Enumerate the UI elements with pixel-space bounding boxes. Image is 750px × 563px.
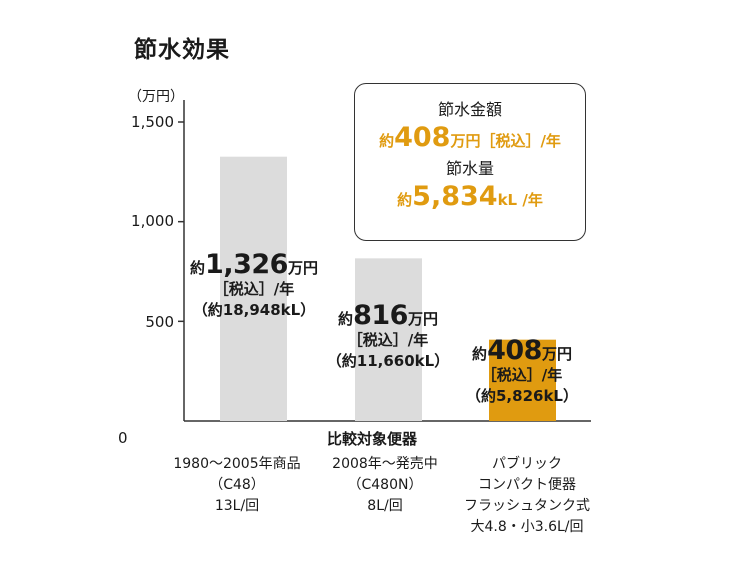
data-label-unit: 万円 bbox=[407, 310, 438, 328]
data-label-value: 816 bbox=[353, 300, 408, 331]
data-label-tax: ［税込］/年 bbox=[481, 366, 563, 384]
savings-amount-number: 408 bbox=[394, 122, 451, 153]
savings-amount-label: 節水金額 bbox=[437, 100, 502, 119]
savings-amount-prefix: 約 bbox=[379, 132, 395, 150]
savings-amount-value: 約408万円［税込］/年 bbox=[355, 122, 585, 153]
data-label-volume: （約18,948kL） bbox=[192, 301, 316, 319]
category-line: 大4.8・小3.6L/回 bbox=[470, 519, 584, 535]
data-label-value: 408 bbox=[487, 335, 542, 366]
data-label-prefix: 約 bbox=[338, 310, 354, 328]
bar-3 bbox=[489, 339, 556, 421]
savings-volume-value: 約5,834kL /年 bbox=[355, 181, 585, 212]
bar-1 bbox=[220, 156, 287, 421]
data-label-volume: （約5,826kL） bbox=[466, 387, 578, 405]
data-label-2: 約816万円 ［税込］/年 （約11,660kL） bbox=[322, 302, 454, 372]
data-label-tax: ［税込］/年 bbox=[213, 280, 295, 298]
category-line: 13L/回 bbox=[214, 498, 260, 514]
category-label-1: 1980～2005年商品 （C48） 13L/回 bbox=[171, 454, 303, 517]
category-label-2: 2008年～発売中 （C480N） 8L/回 bbox=[319, 454, 451, 517]
category-line: コンパクト便器 bbox=[478, 477, 576, 493]
category-line: 8L/回 bbox=[367, 498, 403, 514]
category-line: （C480N） bbox=[347, 477, 423, 493]
data-label-unit: 万円 bbox=[287, 259, 318, 277]
savings-summary-box: 節水金額 約408万円［税込］/年 節水量 約5,834kL /年 bbox=[354, 83, 586, 241]
data-label-1: 約1,326万円 ［税込］/年 （約18,948kL） bbox=[188, 251, 320, 321]
data-label-volume: （約11,660kL） bbox=[326, 352, 450, 370]
data-label-prefix: 約 bbox=[472, 345, 488, 363]
bar-2 bbox=[355, 258, 422, 421]
category-line: 1980～2005年商品 bbox=[173, 456, 301, 472]
y-axis-unit: （万円） bbox=[128, 89, 184, 105]
savings-amount-unit: 万円［税込］/年 bbox=[450, 132, 561, 150]
data-label-prefix: 約 bbox=[190, 259, 206, 277]
data-label-3: 約408万円 ［税込］/年 （約5,826kL） bbox=[456, 337, 588, 407]
savings-volume-label: 節水量 bbox=[445, 159, 494, 178]
data-label-unit: 万円 bbox=[541, 345, 572, 363]
category-line: （C48） bbox=[209, 477, 265, 493]
y-tick-label: 1,500 bbox=[131, 113, 174, 131]
chart-title: 節水効果 bbox=[134, 37, 230, 63]
savings-volume-prefix: 約 bbox=[397, 191, 413, 209]
data-label-value: 1,326 bbox=[205, 249, 288, 280]
category-line: パブリック bbox=[492, 456, 562, 472]
data-label-tax: ［税込］/年 bbox=[347, 331, 429, 349]
y-tick-label: 0 bbox=[118, 429, 128, 447]
y-tick-label: 500 bbox=[145, 313, 174, 331]
category-line: 2008年～発売中 bbox=[332, 456, 438, 472]
y-tick-label: 1,000 bbox=[131, 212, 174, 230]
category-line: フラッシュタンク式 bbox=[464, 498, 590, 514]
x-axis-title: 比較対象便器 bbox=[327, 430, 418, 448]
savings-volume-number: 5,834 bbox=[412, 181, 498, 212]
savings-volume-unit: kL /年 bbox=[497, 191, 543, 209]
category-label-3: パブリック コンパクト便器 フラッシュタンク式 大4.8・小3.6L/回 bbox=[452, 454, 602, 538]
